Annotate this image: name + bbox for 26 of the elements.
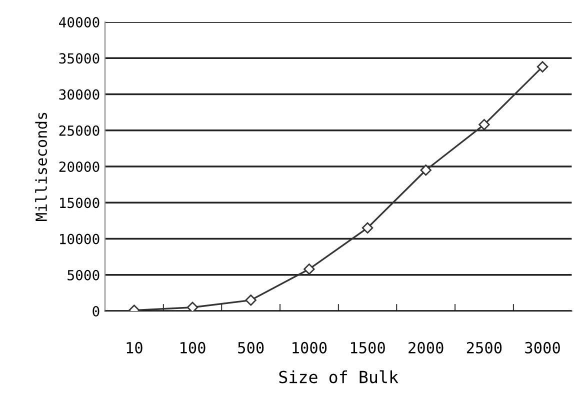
x-tick-label: 1500 [350, 342, 385, 354]
y-tick-label: 10000 [60, 234, 100, 244]
y-tick-label: 35000 [59, 53, 100, 64]
y-tick-label: 5000 [68, 270, 100, 280]
y-tick-label: 25000 [59, 125, 100, 136]
x-tick-label: 3000 [525, 342, 560, 354]
x-tick-label: 2500 [466, 342, 502, 354]
y-tick-label: 15000 [60, 198, 100, 208]
x-tick-label: 1000 [292, 342, 327, 354]
x-tick-label: 2000 [408, 342, 444, 354]
point [536, 61, 548, 72]
y-tick-label: 0 [92, 306, 100, 317]
point [420, 164, 432, 176]
x-tick-label: 10 [126, 342, 142, 354]
x-tick-label: 100 [180, 342, 206, 354]
point [304, 263, 315, 275]
point [478, 118, 490, 130]
point [245, 294, 256, 306]
y-tick-label: 20000 [59, 162, 100, 172]
point [362, 222, 374, 234]
point [186, 302, 198, 311]
y-tick-label: 40000 [59, 17, 100, 28]
x-tick-label: 500 [238, 342, 264, 354]
y-axis-title: Milliseconds [35, 112, 48, 222]
y-tick-label: 30000 [59, 89, 100, 100]
x-axis-title: Size of Bulk [279, 370, 398, 384]
